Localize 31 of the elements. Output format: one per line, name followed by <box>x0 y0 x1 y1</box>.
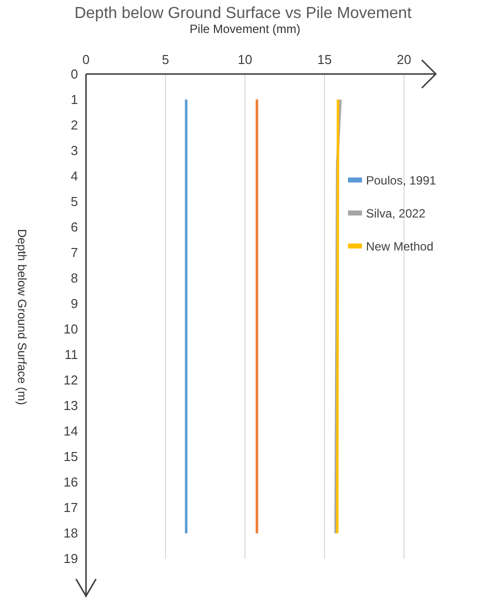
y-tick-label: 7 <box>70 245 78 260</box>
y-tick-label: 8 <box>70 270 78 286</box>
y-tick-label: 0 <box>70 66 78 82</box>
legend-label: New Method <box>366 240 434 254</box>
x-tick-label: 0 <box>82 52 90 67</box>
y-tick-label: 1 <box>70 92 78 108</box>
x-tick-label: 5 <box>162 52 170 67</box>
y-tick-label: 10 <box>64 322 78 337</box>
y-tick-label: 9 <box>70 296 78 312</box>
y-tick-label: 5 <box>70 194 78 210</box>
x-tick-label: 15 <box>317 52 332 67</box>
legend-label: Poulos, 1991 <box>366 174 436 188</box>
y-tick-label: 13 <box>64 398 78 414</box>
y-tick-label: 17 <box>64 500 78 516</box>
x-tick-label: 10 <box>238 52 252 67</box>
y-tick-label: 16 <box>64 474 78 490</box>
y-tick-label: 4 <box>70 168 78 184</box>
y-tick-label: 15 <box>64 449 78 464</box>
x-tick-label: 20 <box>396 52 412 67</box>
x-axis-title: Pile Movement (mm) <box>190 22 300 36</box>
y-tick-label: 3 <box>70 143 78 158</box>
y-tick-label: 18 <box>64 526 78 541</box>
y-tick-label: 14 <box>64 424 78 439</box>
y-tick-label: 12 <box>64 372 78 388</box>
y-tick-label: 19 <box>64 551 78 566</box>
y-tick-label: 6 <box>70 220 78 235</box>
legend-label: Silva, 2022 <box>366 206 426 220</box>
y-tick-label: 2 <box>70 118 78 133</box>
chart-title: Depth below Ground Surface vs Pile Movement <box>74 5 412 22</box>
y-axis-title: Depth below Ground Surface (m) <box>15 228 29 406</box>
y-tick-label: 11 <box>64 347 78 362</box>
